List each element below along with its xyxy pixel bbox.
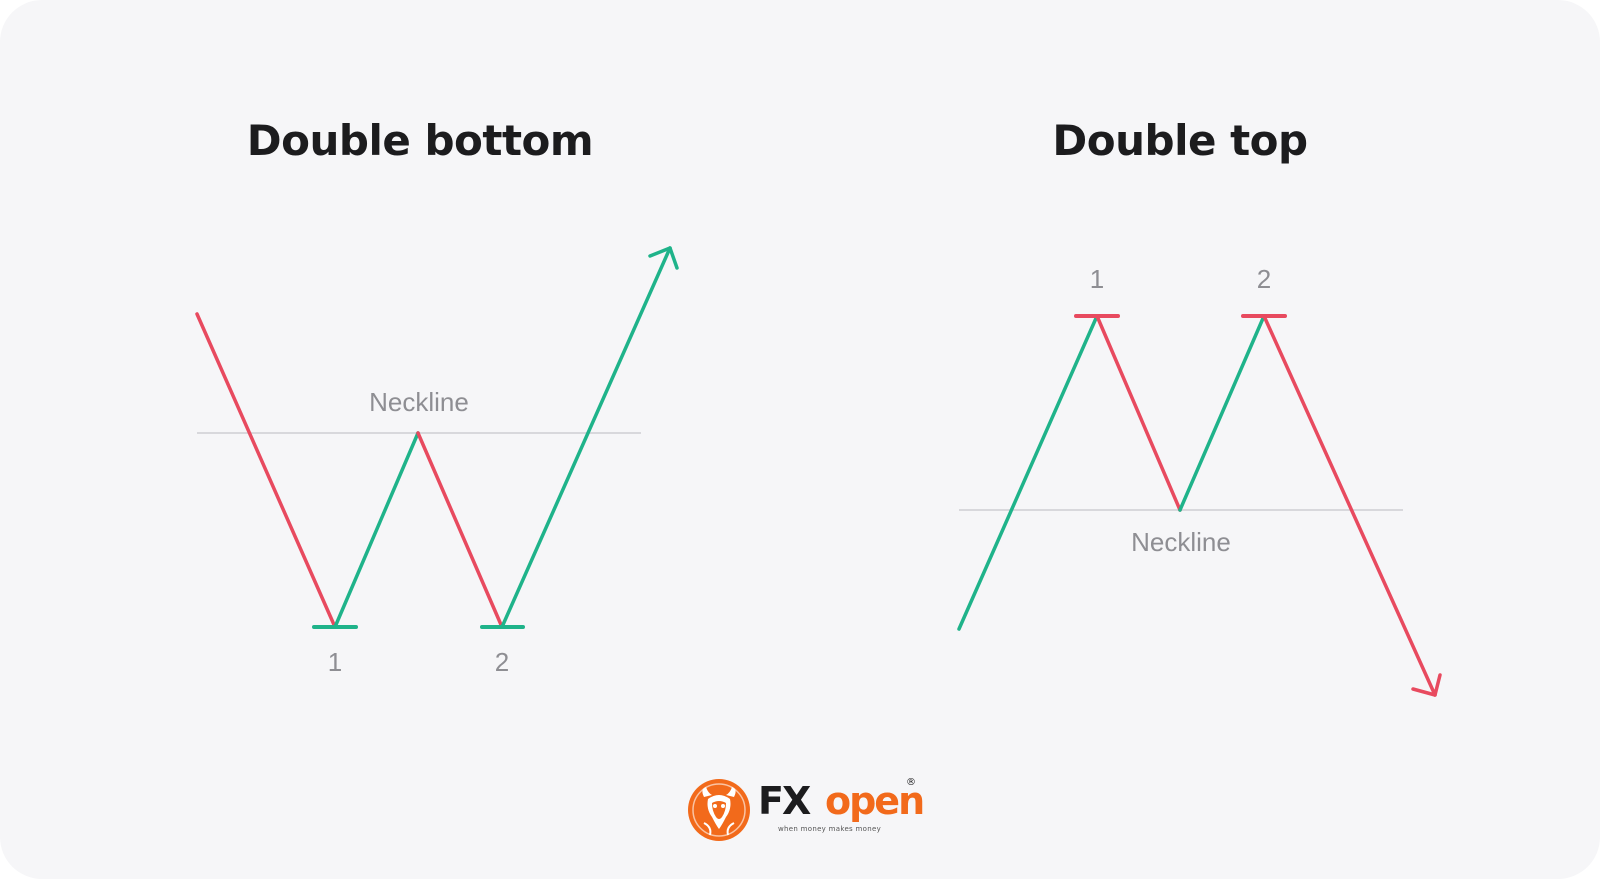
- fxopen-logo: FX open ® when money makes money: [684, 775, 925, 845]
- double-bottom-decline-1: [195, 312, 337, 629]
- double-bottom-decline-2: [416, 431, 504, 629]
- double-bottom-neckline-label: Neckline: [369, 387, 469, 417]
- double-top-diagram: Neckline 1 2: [957, 264, 1442, 697]
- double-bottom-breakout: [500, 246, 672, 629]
- double-bottom-rally-1: [333, 431, 420, 629]
- brand-name-open: open: [825, 779, 925, 823]
- double-bottom-title: Double bottom: [246, 116, 594, 165]
- double-top-title: Double top: [1052, 116, 1308, 165]
- brand-name-fx: FX: [758, 779, 811, 823]
- bottom-2-label: 2: [495, 647, 509, 677]
- double-top-decline-1: [1095, 314, 1182, 512]
- bottom-1-label: 1: [328, 647, 342, 677]
- double-top-neckline-label: Neckline: [1131, 527, 1231, 557]
- down-arrow-icon: [1411, 673, 1442, 697]
- brand-tagline: when money makes money: [778, 825, 882, 833]
- double-bottom-diagram: Neckline 1 2: [195, 246, 679, 677]
- double-top-breakdown: [1262, 314, 1437, 697]
- registered-mark: ®: [906, 777, 916, 788]
- top-1-label: 1: [1090, 264, 1104, 294]
- bull-head-logo-icon: [688, 779, 750, 841]
- double-top-rally-1: [957, 314, 1099, 631]
- up-arrow-icon: [648, 246, 679, 270]
- top-2-label: 2: [1257, 264, 1271, 294]
- double-top-rally-2: [1178, 314, 1266, 512]
